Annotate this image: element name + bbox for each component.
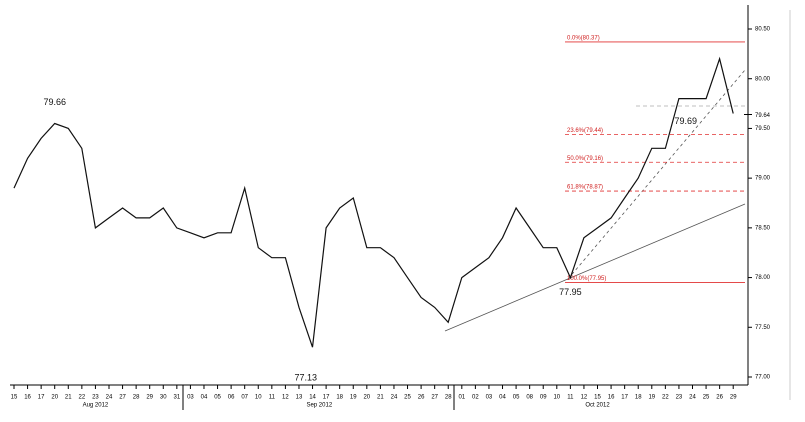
x-tick-label: 01 bbox=[458, 395, 465, 401]
month-label: Sep 2012 bbox=[306, 403, 332, 409]
x-tick-label: 22 bbox=[79, 395, 86, 401]
x-tick-label: 20 bbox=[51, 395, 58, 401]
x-tick-label: 29 bbox=[146, 395, 153, 401]
x-tick-label: 10 bbox=[255, 395, 262, 401]
x-tick-label: 14 bbox=[309, 395, 316, 401]
x-tick-label: 19 bbox=[350, 395, 357, 401]
x-tick-label: 20 bbox=[363, 395, 370, 401]
y-tick-label: 77.00 bbox=[755, 375, 771, 381]
x-tick-label: 05 bbox=[513, 395, 520, 401]
y-tick-label: 79.00 bbox=[755, 176, 771, 182]
x-tick-label: 04 bbox=[201, 395, 208, 401]
x-tick-label: 15 bbox=[594, 395, 601, 401]
x-tick-label: 24 bbox=[689, 395, 696, 401]
x-tick-label: 23 bbox=[676, 395, 683, 401]
last-price-label: 79.64 bbox=[755, 113, 771, 119]
y-tick-label: 78.00 bbox=[755, 275, 771, 281]
x-tick-label: 22 bbox=[662, 395, 669, 401]
x-tick-label: 28 bbox=[133, 395, 140, 401]
x-tick-label: 12 bbox=[282, 395, 289, 401]
fib-label: 100.0%(77.95) bbox=[567, 276, 606, 282]
x-tick-label: 19 bbox=[648, 395, 655, 401]
fib-label: 50.0%(79.16) bbox=[567, 156, 603, 162]
x-tick-label: 24 bbox=[106, 395, 113, 401]
x-tick-label: 11 bbox=[269, 395, 276, 401]
x-tick-label: 06 bbox=[228, 395, 235, 401]
y-tick-label: 77.50 bbox=[755, 325, 771, 331]
trend-line bbox=[567, 69, 746, 280]
x-tick-label: 25 bbox=[404, 395, 411, 401]
x-tick-label: 26 bbox=[418, 395, 425, 401]
x-tick-label: 30 bbox=[160, 395, 167, 401]
x-tick-label: 26 bbox=[716, 395, 723, 401]
trend-line bbox=[444, 203, 746, 332]
y-tick-label: 79.50 bbox=[755, 126, 771, 132]
x-tick-label: 27 bbox=[431, 395, 438, 401]
x-tick-label: 18 bbox=[336, 395, 343, 401]
x-tick-label: 17 bbox=[38, 395, 45, 401]
x-tick-label: 25 bbox=[703, 395, 710, 401]
price-annotation: 77.13 bbox=[294, 372, 317, 382]
y-tick-label: 80.00 bbox=[755, 76, 771, 82]
price-annotation: 79.69 bbox=[674, 116, 697, 126]
x-tick-label: 07 bbox=[241, 395, 248, 401]
price-line bbox=[13, 56, 734, 348]
fib-label: 61.8%(78.87) bbox=[567, 185, 603, 191]
y-tick-label: 80.50 bbox=[755, 27, 771, 33]
x-tick-label: 03 bbox=[187, 395, 194, 401]
x-tick-label: 16 bbox=[24, 395, 31, 401]
price-annotation: 79.66 bbox=[43, 97, 66, 107]
x-tick-label: 24 bbox=[391, 395, 398, 401]
month-label: Aug 2012 bbox=[83, 403, 109, 409]
x-tick-label: 23 bbox=[92, 395, 99, 401]
x-tick-label: 11 bbox=[567, 395, 574, 401]
x-tick-label: 21 bbox=[377, 395, 384, 401]
x-tick-label: 13 bbox=[296, 395, 303, 401]
fib-label: 23.6%(79.44) bbox=[567, 128, 603, 134]
x-tick-label: 08 bbox=[526, 395, 533, 401]
x-tick-label: 09 bbox=[540, 395, 547, 401]
x-tick-label: 16 bbox=[608, 395, 615, 401]
x-tick-label: 15 bbox=[11, 395, 18, 401]
x-tick-label: 31 bbox=[173, 395, 180, 401]
x-tick-label: 03 bbox=[486, 395, 493, 401]
x-tick-label: 02 bbox=[472, 395, 479, 401]
month-label: Oct 2012 bbox=[585, 403, 610, 409]
x-tick-label: 05 bbox=[214, 395, 221, 401]
x-tick-label: 12 bbox=[581, 395, 588, 401]
y-tick-label: 78.50 bbox=[755, 225, 771, 231]
x-tick-label: 21 bbox=[65, 395, 72, 401]
x-tick-label: 04 bbox=[499, 395, 506, 401]
x-tick-label: 28 bbox=[445, 395, 452, 401]
price-annotation: 77.95 bbox=[559, 287, 582, 297]
x-tick-label: 27 bbox=[119, 395, 126, 401]
x-tick-label: 18 bbox=[635, 395, 642, 401]
x-tick-label: 17 bbox=[323, 395, 330, 401]
x-tick-label: 29 bbox=[730, 395, 737, 401]
x-tick-label: 17 bbox=[621, 395, 628, 401]
x-tick-label: 10 bbox=[553, 395, 560, 401]
fib-label: 0.0%(80.37) bbox=[567, 36, 600, 42]
